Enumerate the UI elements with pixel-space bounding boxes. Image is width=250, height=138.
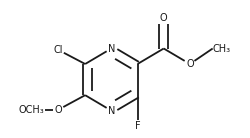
Text: N: N: [108, 106, 115, 116]
Text: O: O: [54, 105, 62, 115]
Text: Cl: Cl: [53, 45, 62, 55]
Text: OCH₃: OCH₃: [19, 105, 44, 115]
Text: F: F: [135, 121, 140, 131]
Text: O: O: [186, 59, 194, 69]
Text: N: N: [108, 43, 115, 54]
Text: CH₃: CH₃: [213, 43, 231, 54]
Text: O: O: [160, 13, 168, 23]
